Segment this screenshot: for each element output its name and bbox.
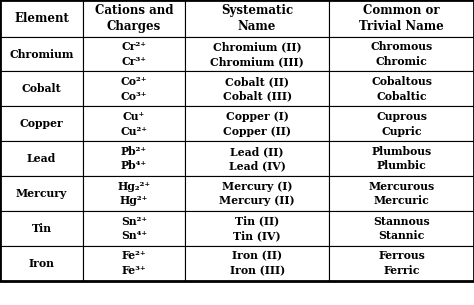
Text: Stannous
Stannic: Stannous Stannic	[374, 216, 430, 241]
Bar	[185, 106, 329, 141]
Text: Cations and
Charges: Cations and Charges	[95, 4, 173, 33]
Text: Mercury (I)
Mercury (II): Mercury (I) Mercury (II)	[219, 181, 295, 206]
Bar	[185, 246, 329, 281]
Text: Ferrous
Ferric: Ferrous Ferric	[378, 250, 425, 276]
Bar	[0, 141, 83, 176]
Bar	[329, 141, 474, 176]
Text: Chromium (II)
Chromium (III): Chromium (II) Chromium (III)	[210, 41, 304, 67]
Text: Tin (II)
Tin (IV): Tin (II) Tin (IV)	[233, 216, 281, 241]
Text: Mercurous
Mercuric: Mercurous Mercuric	[369, 181, 435, 206]
Bar	[0, 106, 83, 141]
Text: Plumbous
Plumbic: Plumbous Plumbic	[372, 146, 432, 171]
Text: Common or
Trivial Name: Common or Trivial Name	[359, 4, 444, 33]
Bar	[83, 141, 185, 176]
Bar	[185, 141, 329, 176]
Text: Lead: Lead	[27, 153, 56, 164]
Bar	[0, 37, 83, 71]
Text: Cuprous
Cupric: Cuprous Cupric	[376, 111, 427, 137]
Bar	[329, 0, 474, 37]
Text: Cobalt: Cobalt	[22, 83, 61, 94]
Bar	[185, 211, 329, 246]
Text: Iron: Iron	[28, 258, 55, 269]
Bar	[83, 106, 185, 141]
Text: Pb²⁺
Pb⁴⁺: Pb²⁺ Pb⁴⁺	[121, 146, 147, 171]
Text: Element: Element	[14, 12, 69, 25]
Bar	[185, 176, 329, 211]
Text: Co²⁺
Co³⁺: Co²⁺ Co³⁺	[121, 76, 147, 102]
Bar	[0, 246, 83, 281]
Bar	[0, 176, 83, 211]
Text: Cobalt (II)
Cobalt (III): Cobalt (II) Cobalt (III)	[223, 76, 292, 102]
Bar	[83, 0, 185, 37]
Bar	[329, 176, 474, 211]
Text: Copper: Copper	[19, 118, 64, 129]
Bar	[83, 211, 185, 246]
Bar	[185, 37, 329, 71]
Bar	[83, 176, 185, 211]
Text: Chromium: Chromium	[9, 48, 73, 59]
Text: Cu⁺
Cu²⁺: Cu⁺ Cu²⁺	[120, 111, 147, 137]
Bar	[329, 211, 474, 246]
Text: Fe²⁺
Fe³⁺: Fe²⁺ Fe³⁺	[122, 250, 146, 276]
Text: Tin: Tin	[31, 223, 52, 234]
Bar	[0, 0, 83, 37]
Text: Cr²⁺
Cr³⁺: Cr²⁺ Cr³⁺	[121, 41, 146, 67]
Text: Copper (I)
Copper (II): Copper (I) Copper (II)	[223, 111, 291, 137]
Text: Iron (II)
Iron (III): Iron (II) Iron (III)	[229, 250, 285, 276]
Bar	[185, 71, 329, 106]
Bar	[329, 246, 474, 281]
Bar	[83, 246, 185, 281]
Bar	[185, 0, 329, 37]
Text: Cobaltous
Cobaltic: Cobaltous Cobaltic	[371, 76, 432, 102]
Text: Lead (II)
Lead (IV): Lead (II) Lead (IV)	[229, 146, 285, 171]
Text: Hg₂²⁺
Hg²⁺: Hg₂²⁺ Hg²⁺	[118, 181, 150, 206]
Text: Chromous
Chromic: Chromous Chromic	[371, 41, 433, 67]
Bar	[329, 37, 474, 71]
Text: Systematic
Name: Systematic Name	[221, 4, 293, 33]
Bar	[329, 71, 474, 106]
Bar	[83, 37, 185, 71]
Text: Sn²⁺
Sn⁴⁺: Sn²⁺ Sn⁴⁺	[121, 216, 147, 241]
Bar	[0, 71, 83, 106]
Bar	[329, 106, 474, 141]
Bar	[83, 71, 185, 106]
Bar	[0, 211, 83, 246]
Text: Mercury: Mercury	[16, 188, 67, 199]
